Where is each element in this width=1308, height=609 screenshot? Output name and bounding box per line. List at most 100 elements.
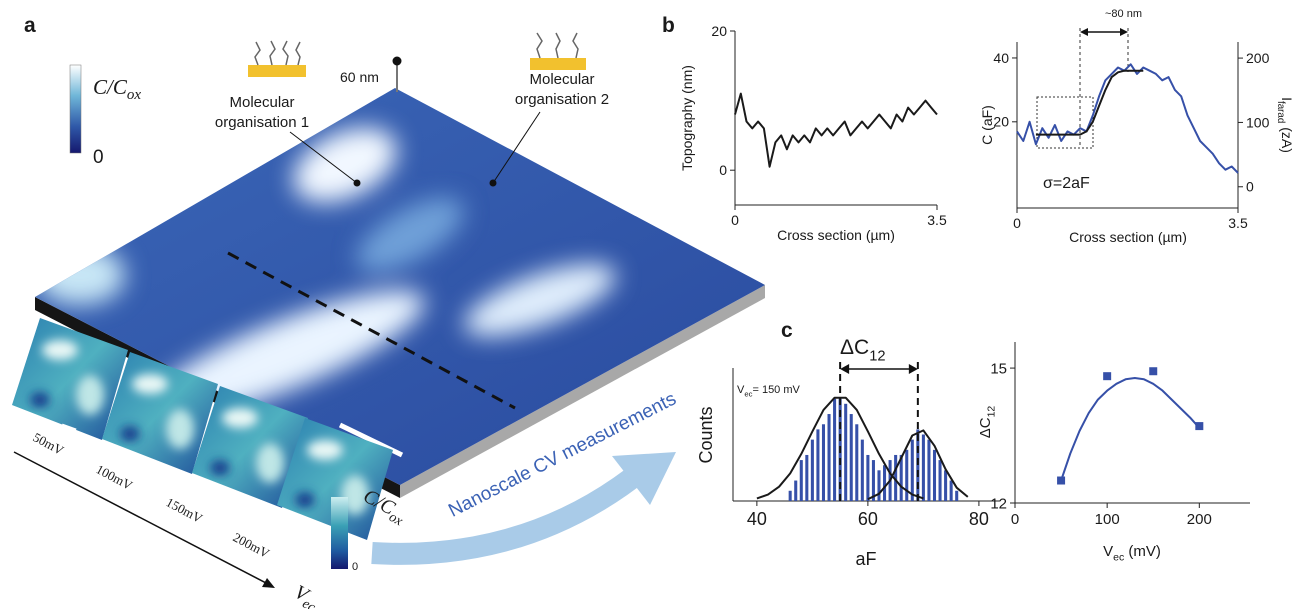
bar bbox=[921, 434, 925, 501]
voltage-label: 50mV bbox=[31, 429, 67, 458]
bar bbox=[799, 460, 803, 501]
bar bbox=[916, 429, 920, 501]
arrow-head bbox=[612, 452, 676, 505]
organisation-label: Molecular organisation 2 bbox=[515, 71, 609, 108]
flow-arrow bbox=[371, 469, 639, 565]
data-point bbox=[1057, 476, 1066, 485]
panel-label: c bbox=[781, 319, 793, 342]
x-tick-label: 0 bbox=[731, 212, 739, 228]
x-tick-label: 3.5 bbox=[1228, 215, 1248, 231]
arrow-head bbox=[262, 578, 275, 588]
bar bbox=[821, 424, 826, 501]
bar bbox=[905, 449, 909, 501]
y-axis-title: Topography (nm) bbox=[679, 65, 695, 171]
bar bbox=[827, 414, 831, 501]
molecule-icon bbox=[248, 32, 586, 77]
label-subscript: farad bbox=[1275, 101, 1286, 123]
annotation: ~80 nm bbox=[1105, 8, 1142, 20]
label-part: (mV) bbox=[1124, 543, 1161, 560]
y-tick-label: 15 bbox=[990, 360, 1007, 377]
bar bbox=[855, 424, 859, 501]
y-axis-title: ΔC12 bbox=[977, 406, 998, 439]
y2-axis-title: Ifarad (zA) bbox=[1275, 97, 1295, 153]
annotation: σ=2aF bbox=[1043, 175, 1090, 192]
y-tick-label: 12 bbox=[990, 495, 1007, 512]
label-line: Molecular bbox=[529, 71, 594, 88]
arrow-head bbox=[908, 364, 918, 374]
bar bbox=[944, 470, 948, 501]
bar bbox=[810, 439, 814, 501]
label-subscript: ec bbox=[744, 389, 752, 398]
bar bbox=[844, 403, 848, 501]
label-part: = 150 mV bbox=[752, 384, 800, 396]
data-point bbox=[1103, 372, 1112, 381]
data-line bbox=[734, 92, 938, 168]
label-part: C/C bbox=[93, 75, 128, 99]
data-line bbox=[1035, 69, 1144, 136]
x-axis-title: aF bbox=[855, 549, 876, 569]
leader-dot bbox=[353, 179, 361, 187]
y-axis-title: C (aF) bbox=[979, 105, 995, 145]
data-line bbox=[1060, 377, 1201, 481]
colorbar-min: 0 bbox=[93, 147, 104, 168]
colorbar-label: C/Cox bbox=[93, 75, 141, 103]
y2-tick-label: 200 bbox=[1246, 50, 1270, 66]
arrow-head bbox=[840, 364, 850, 374]
bar bbox=[927, 439, 931, 501]
label-line: Molecular bbox=[229, 94, 294, 111]
leader-line bbox=[492, 111, 541, 184]
y-axis-title: Counts bbox=[696, 406, 716, 463]
panel-label: b bbox=[662, 14, 675, 37]
x-axis-title: Vec (mV) bbox=[1103, 543, 1161, 564]
y-tick-label: 20 bbox=[993, 114, 1009, 130]
colorbar bbox=[331, 497, 348, 569]
bar bbox=[833, 398, 837, 501]
bar bbox=[794, 480, 798, 501]
arrow-head bbox=[1120, 28, 1128, 36]
annotation: Vec= 150 mV bbox=[737, 384, 801, 398]
leader-line bbox=[289, 131, 358, 184]
bar bbox=[816, 429, 820, 501]
x-tick-label: 60 bbox=[858, 509, 878, 529]
x-axis-title: Cross section (µm) bbox=[1069, 229, 1187, 245]
colorbar bbox=[69, 64, 82, 154]
label-line: organisation 2 bbox=[515, 91, 609, 108]
x-tick-label: 40 bbox=[747, 509, 767, 529]
bar bbox=[866, 454, 870, 501]
bar bbox=[860, 439, 864, 501]
label-subscript: ox bbox=[127, 87, 142, 103]
x-tick-label: 0 bbox=[1013, 215, 1021, 231]
height-label: 60 nm bbox=[340, 69, 379, 85]
label-subscript: ec bbox=[1113, 552, 1124, 564]
y2-tick-label: 0 bbox=[1246, 179, 1254, 195]
y2-tick-label: 100 bbox=[1246, 114, 1270, 130]
x-tick-label: 3.5 bbox=[927, 212, 947, 228]
arrow-head bbox=[1080, 28, 1088, 36]
bar bbox=[849, 414, 853, 501]
data-line bbox=[867, 429, 969, 501]
scale-bar bbox=[61, 423, 77, 432]
voltage-label: 100mV bbox=[94, 461, 136, 493]
label-subscript: 12 bbox=[986, 406, 998, 418]
bar bbox=[910, 439, 914, 501]
data-point bbox=[1149, 367, 1158, 376]
bar bbox=[899, 454, 903, 501]
bar bbox=[949, 480, 953, 501]
data-line bbox=[756, 396, 924, 500]
panel-label: a bbox=[24, 14, 36, 37]
data-point bbox=[1195, 422, 1204, 431]
label-part: I bbox=[1279, 97, 1295, 101]
y-tick-label: 40 bbox=[993, 50, 1009, 66]
x-tick-label: 200 bbox=[1187, 511, 1212, 528]
bar bbox=[788, 490, 792, 501]
bar bbox=[932, 449, 937, 501]
voltage-axis-label: Vec bbox=[289, 581, 324, 609]
label-part: ΔC bbox=[977, 417, 994, 438]
bar bbox=[955, 490, 959, 501]
voltage-arrow bbox=[13, 451, 269, 585]
label-subscript: ec bbox=[300, 596, 319, 609]
x-tick-label: 0 bbox=[1011, 511, 1019, 528]
noise-box bbox=[1036, 96, 1094, 149]
label-part: V bbox=[737, 384, 745, 396]
